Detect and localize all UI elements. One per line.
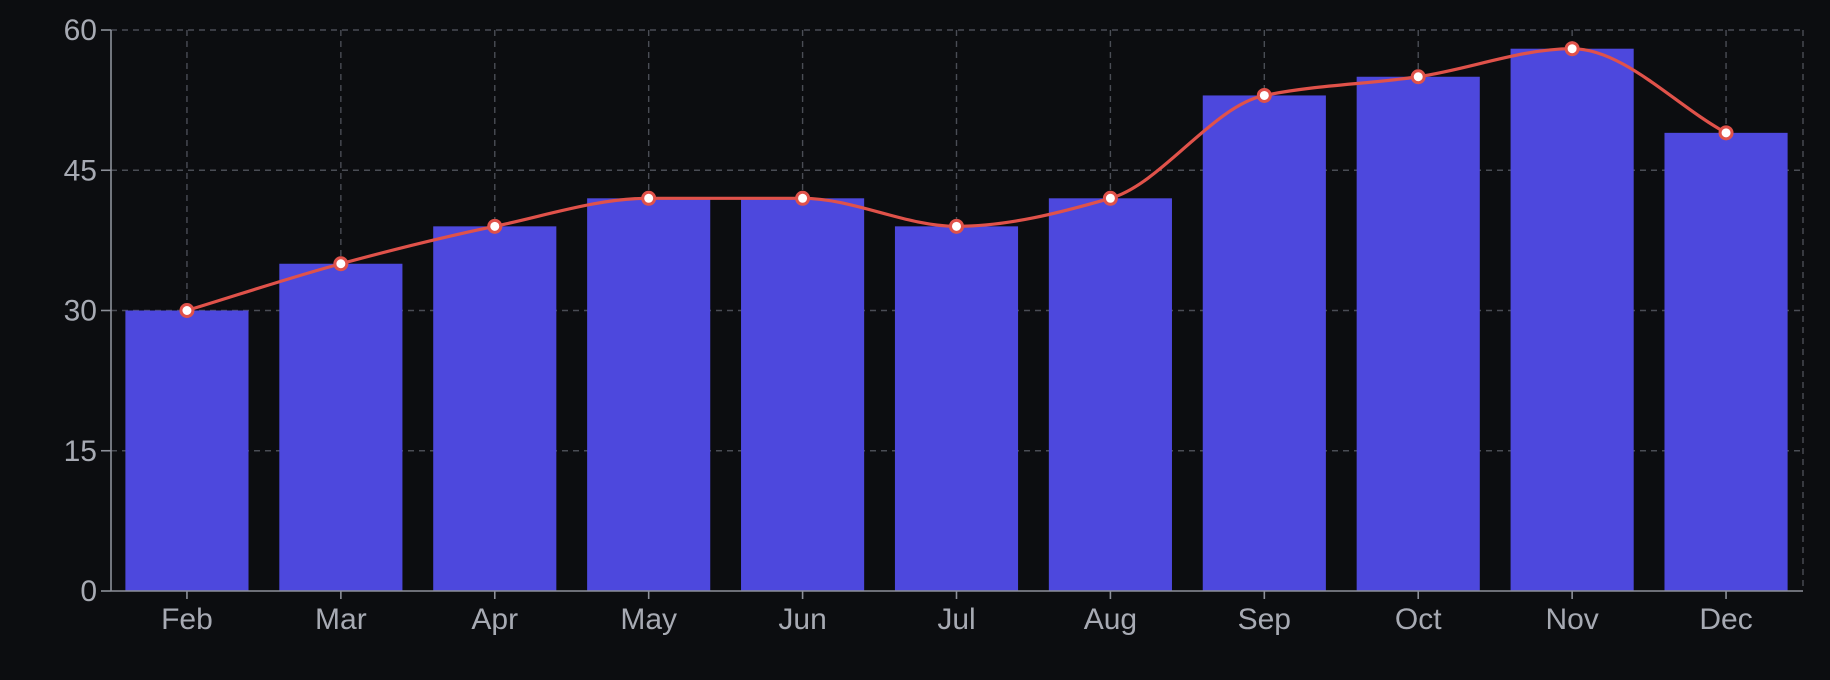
line-point-aug: [1102, 190, 1118, 206]
x-tick-label-oct: Oct: [1395, 603, 1442, 636]
line-point-jun: [795, 190, 811, 206]
x-tick-label-may: May: [620, 603, 677, 636]
x-tick-label-mar: Mar: [315, 603, 367, 636]
x-tick-label-feb: Feb: [161, 603, 213, 636]
bar-sep: [1202, 95, 1326, 591]
bar-apr: [433, 226, 557, 591]
x-tick-label-jun: Jun: [778, 603, 826, 636]
line-point-jul: [949, 218, 964, 234]
line-point-may: [641, 190, 657, 206]
line-point-nov: [1564, 41, 1580, 57]
y-tick-label: 45: [64, 154, 97, 187]
y-tick-label: 60: [64, 14, 97, 47]
bar-oct: [1356, 76, 1480, 591]
y-tick-label: 0: [80, 575, 97, 608]
x-tick-label-dec: Dec: [1699, 603, 1752, 636]
bar-may: [587, 198, 711, 592]
y-tick-label: 15: [64, 435, 97, 468]
bar-nov: [1510, 48, 1634, 591]
line-point-feb: [179, 303, 195, 318]
x-tick-label-sep: Sep: [1238, 603, 1291, 636]
bar-feb: [125, 310, 249, 591]
x-tick-label-nov: Nov: [1545, 603, 1598, 636]
x-tick-label-aug: Aug: [1084, 603, 1137, 636]
bar-aug: [1048, 198, 1172, 592]
y-tick-label: 30: [64, 295, 97, 328]
bar-dec: [1664, 132, 1788, 591]
x-tick-label-jul: Jul: [937, 603, 975, 636]
bar-mar: [279, 263, 403, 591]
bar-jul: [894, 226, 1019, 591]
bar-layer: [125, 48, 1788, 592]
line-point-apr: [487, 218, 503, 234]
axis-layer: [101, 29, 1803, 599]
label-layer: 0 15 30 45 60 Feb Mar Apr May Jun Jul Aug Sep Oct Nov D…: [64, 14, 1753, 636]
x-tick-label-apr: Apr: [471, 603, 518, 636]
line-point-sep: [1256, 87, 1272, 103]
line-point-mar: [333, 256, 349, 272]
line-layer: [179, 41, 1734, 318]
line-point-oct: [1410, 69, 1426, 85]
line-point-dec: [1718, 125, 1734, 141]
bar-jun: [741, 198, 865, 592]
